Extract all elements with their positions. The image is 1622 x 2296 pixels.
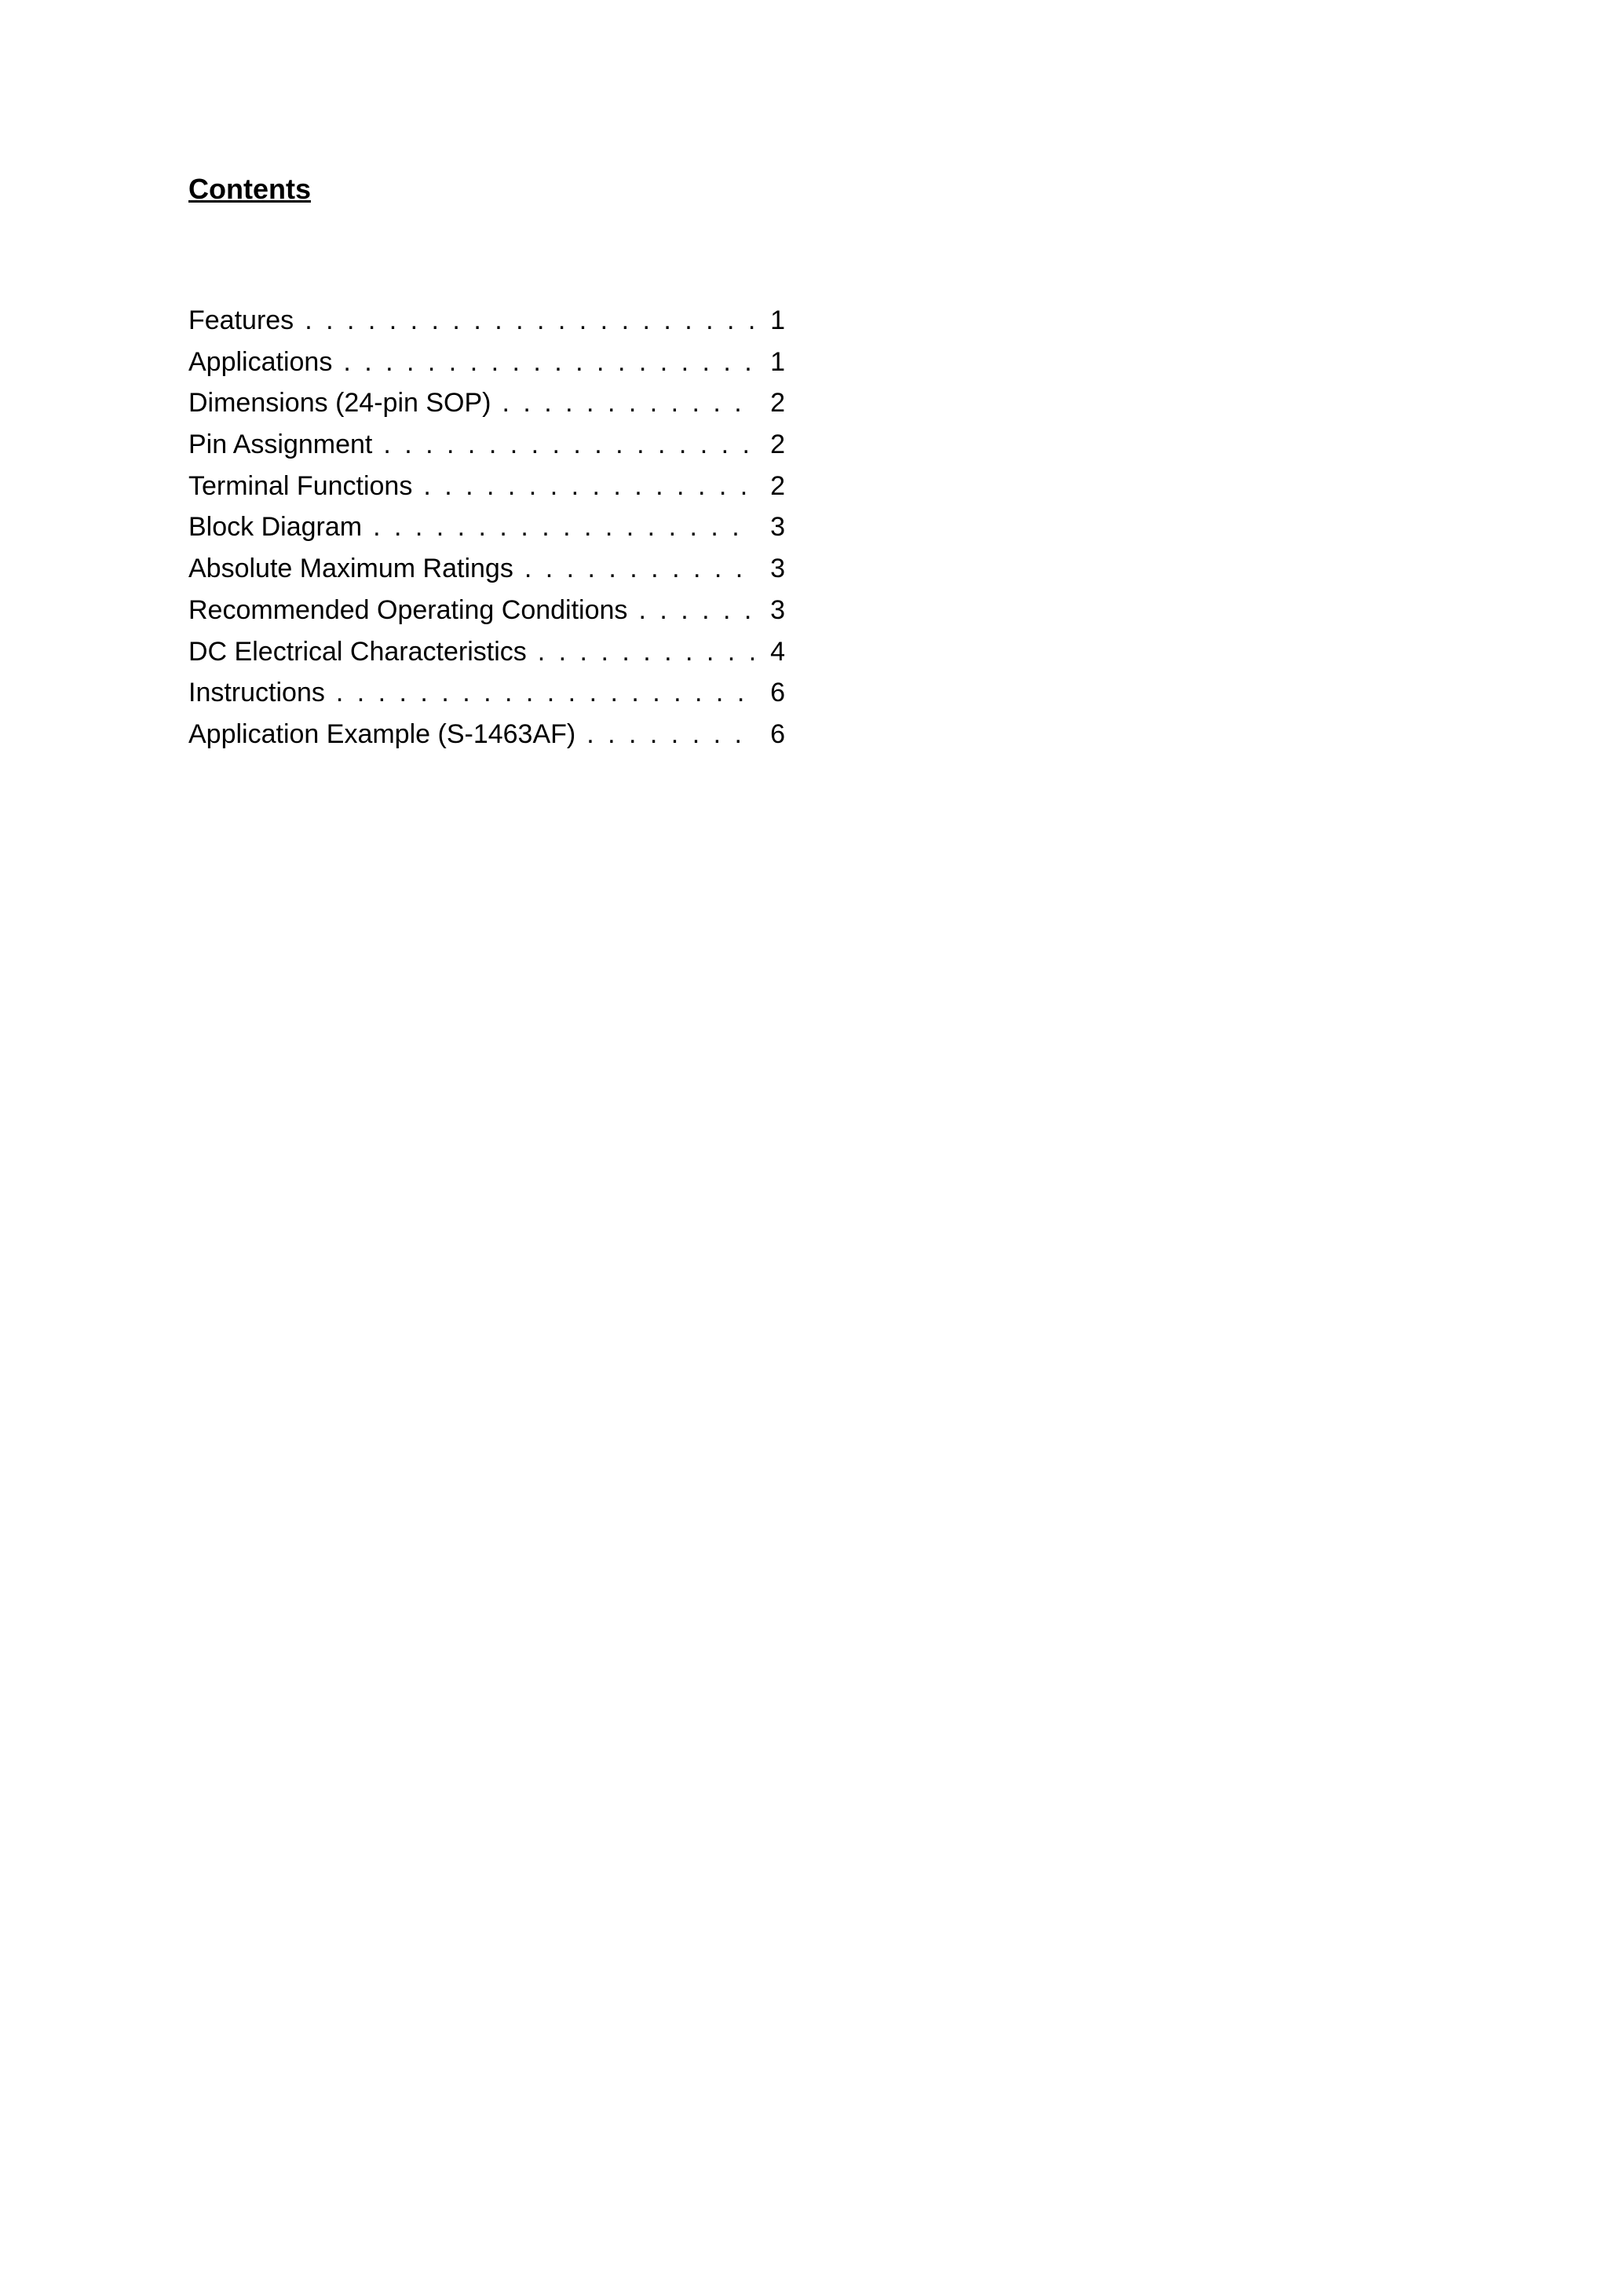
toc-label: Features (188, 300, 294, 342)
toc-page: 3 (754, 506, 785, 548)
toc-page: 4 (754, 631, 785, 673)
toc-row: Instructions . . . . . . . . . . . . . .… (188, 672, 785, 714)
toc-row: Features . . . . . . . . . . . . . . . .… (188, 300, 785, 342)
toc-label: Block Diagram (188, 506, 362, 548)
toc-page: 3 (754, 548, 785, 590)
toc-label: Instructions (188, 672, 325, 714)
toc-dots: . . . . . . . . . . . . . . . . . . . . … (627, 590, 754, 631)
toc-row: Recommended Operating Conditions . . . .… (188, 590, 785, 631)
contents-heading: Contents (188, 173, 1622, 206)
toc-label: DC Electrical Characteristics (188, 631, 527, 673)
toc-row: Application Example (S-1463AF) . . . . .… (188, 714, 785, 755)
toc-row: Dimensions (24-pin SOP) . . . . . . . . … (188, 382, 785, 424)
toc-dots: . . . . . . . . . . . . . . . . . . . . … (513, 548, 754, 590)
toc: Features . . . . . . . . . . . . . . . .… (188, 300, 785, 755)
toc-label: Absolute Maximum Ratings (188, 548, 513, 590)
page: Contents Features . . . . . . . . . . . … (0, 0, 1622, 2296)
toc-dots: . . . . . . . . . . . . . . . . . . . . … (527, 631, 754, 673)
toc-page: 2 (754, 466, 785, 507)
toc-dots: . . . . . . . . . . . . . . . . . . . . … (332, 342, 754, 383)
toc-dots: . . . . . . . . . . . . . . . . . . . . … (362, 506, 754, 548)
toc-dots: . . . . . . . . . . . . . . . . . . . . … (575, 714, 754, 755)
toc-dots: . . . . . . . . . . . . . . . . . . . . … (491, 382, 754, 424)
toc-dots: . . . . . . . . . . . . . . . . . . . . … (372, 424, 754, 466)
toc-dots: . . . . . . . . . . . . . . . . . . . . … (325, 672, 754, 714)
toc-page: 3 (754, 590, 785, 631)
toc-dots: . . . . . . . . . . . . . . . . . . . . … (412, 466, 754, 507)
toc-dots: . . . . . . . . . . . . . . . . . . . . … (294, 300, 754, 342)
toc-row: Block Diagram . . . . . . . . . . . . . … (188, 506, 785, 548)
toc-label: Applications (188, 342, 332, 383)
toc-label: Dimensions (24-pin SOP) (188, 382, 491, 424)
toc-label: Application Example (S-1463AF) (188, 714, 575, 755)
toc-label: Terminal Functions (188, 466, 412, 507)
toc-row: Applications . . . . . . . . . . . . . .… (188, 342, 785, 383)
toc-label: Pin Assignment (188, 424, 372, 466)
toc-page: 2 (754, 424, 785, 466)
toc-page: 6 (754, 714, 785, 755)
toc-label: Recommended Operating Conditions (188, 590, 627, 631)
toc-page: 1 (754, 300, 785, 342)
toc-page: 1 (754, 342, 785, 383)
toc-row: Absolute Maximum Ratings . . . . . . . .… (188, 548, 785, 590)
toc-page: 6 (754, 672, 785, 714)
toc-row: Terminal Functions . . . . . . . . . . .… (188, 466, 785, 507)
toc-row: DC Electrical Characteristics . . . . . … (188, 631, 785, 673)
toc-page: 2 (754, 382, 785, 424)
toc-row: Pin Assignment . . . . . . . . . . . . .… (188, 424, 785, 466)
